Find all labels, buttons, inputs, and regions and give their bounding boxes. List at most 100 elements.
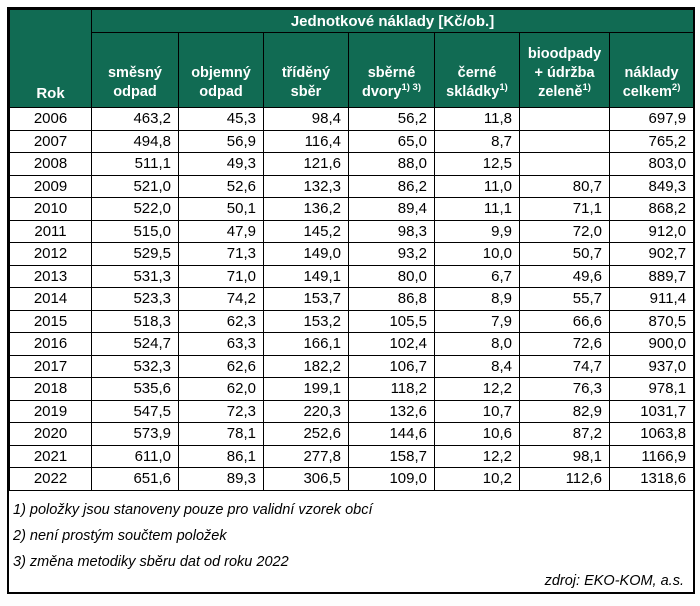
- value-cell: 72,6: [519, 332, 610, 356]
- value-cell: 56,2: [348, 107, 435, 131]
- value-cell: 535,6: [91, 377, 179, 401]
- value-cell: 10,6: [434, 422, 520, 446]
- value-cell: 8,9: [434, 287, 520, 311]
- value-cell: 697,9: [608, 107, 695, 131]
- value-cell: 521,0: [91, 174, 179, 198]
- value-cell: 6,7: [434, 264, 520, 288]
- value-cell: 515,0: [91, 219, 179, 243]
- value-cell: 76,3: [519, 377, 610, 401]
- value-cell: 10,2: [434, 467, 520, 491]
- value-cell: [519, 152, 610, 176]
- value-cell: 937,0: [608, 354, 695, 378]
- year-cell: 2012: [9, 242, 92, 266]
- value-cell: 849,3: [608, 174, 695, 198]
- value-cell: 80,7: [519, 174, 610, 198]
- table-row: 2011 515,0 47,9 145,2 98,3 9,9 72,0 912,0: [9, 219, 695, 243]
- column-header-row: směsný odpad objemný odpad tříděný sběr sbě…: [10, 32, 695, 108]
- value-cell: 89,4: [348, 197, 435, 221]
- footnote-2: 2) není prostým součtem položek: [13, 527, 227, 544]
- value-cell: 494,8: [91, 129, 179, 153]
- value-cell: 121,6: [263, 152, 349, 176]
- footnote-ref: 1) 3): [401, 82, 422, 94]
- value-cell: 82,9: [519, 399, 610, 423]
- column-header: směsný odpad: [91, 32, 179, 108]
- value-cell: 911,4: [608, 287, 695, 311]
- value-cell: 306,5: [263, 467, 349, 491]
- year-column-header: Rok: [9, 9, 92, 108]
- source-credit: zdroj: EKO-KOM, a.s.: [544, 572, 684, 589]
- value-cell: 62,3: [178, 309, 264, 333]
- unit-costs-table: Rok Jednotkové náklady [Kč/ob.] směsný o…: [9, 9, 695, 491]
- year-cell: 2009: [9, 174, 92, 198]
- year-cell: 2010: [9, 197, 92, 221]
- value-cell: 55,7: [519, 287, 610, 311]
- value-cell: 11,0: [434, 174, 520, 198]
- value-cell: 523,3: [91, 287, 179, 311]
- table-header: Rok Jednotkové náklady [Kč/ob.] směsný o…: [9, 9, 695, 108]
- value-cell: 511,1: [91, 152, 179, 176]
- value-cell: 93,2: [348, 242, 435, 266]
- value-cell: 9,9: [434, 219, 520, 243]
- year-cell: 2015: [9, 309, 92, 333]
- value-cell: 12,2: [434, 377, 520, 401]
- value-cell: 182,2: [263, 354, 349, 378]
- value-cell: 12,2: [434, 444, 520, 468]
- value-cell: 870,5: [608, 309, 695, 333]
- year-cell: 2019: [9, 399, 92, 423]
- value-cell: 1063,8: [608, 422, 695, 446]
- value-cell: 71,3: [178, 242, 264, 266]
- value-cell: 72,3: [178, 399, 264, 423]
- value-cell: 10,7: [434, 399, 520, 423]
- value-cell: 868,2: [608, 197, 695, 221]
- table-footer: 1) položky jsou stanoveny pouze pro vali…: [9, 491, 693, 592]
- value-cell: 11,1: [434, 197, 520, 221]
- value-cell: 149,1: [263, 264, 349, 288]
- table-row: 2017 532,3 62,6 182,2 106,7 8,4 74,7 937,0: [9, 354, 695, 378]
- value-cell: 50,1: [178, 197, 264, 221]
- value-cell: 145,2: [263, 219, 349, 243]
- value-cell: 8,4: [434, 354, 520, 378]
- value-cell: 518,3: [91, 309, 179, 333]
- table-row: 2006 463,2 45,3 98,4 56,2 11,8 697,9: [9, 107, 695, 131]
- table-title: Jednotkové náklady [Kč/ob.]: [90, 9, 695, 33]
- value-cell: 11,8: [434, 107, 520, 131]
- table-row: 2020 573,9 78,1 252,6 144,6 10,6 87,2 1063,8: [9, 422, 695, 446]
- value-cell: 118,2: [348, 377, 435, 401]
- value-cell: 56,9: [178, 129, 264, 153]
- footnote-ref: 1): [499, 82, 508, 94]
- value-cell: 252,6: [263, 422, 349, 446]
- value-cell: 529,5: [91, 242, 179, 266]
- table-row: 2019 547,5 72,3 220,3 132,6 10,7 82,9 1031,7: [9, 399, 695, 423]
- value-cell: 220,3: [263, 399, 349, 423]
- value-cell: 89,3: [178, 467, 264, 491]
- column-header: černé skládky1): [434, 32, 520, 108]
- value-cell: 158,7: [348, 444, 435, 468]
- table-body: 2006 463,2 45,3 98,4 56,2 11,8 697,9 2007 494,8 5…: [9, 107, 695, 491]
- title-row: Rok Jednotkové náklady [Kč/ob.]: [9, 9, 695, 108]
- value-cell: 98,3: [348, 219, 435, 243]
- footnote-3: 3) změna metodiky sběru dat od roku 2022: [13, 553, 289, 570]
- value-cell: 106,7: [348, 354, 435, 378]
- value-cell: 47,9: [178, 219, 264, 243]
- table-row: 2010 522,0 50,1 136,2 89,4 11,1 71,1 868,2: [9, 197, 695, 221]
- column-header: bioodpady + údržba zeleně1): [519, 32, 610, 108]
- value-cell: 112,6: [519, 467, 610, 491]
- value-cell: 132,3: [263, 174, 349, 198]
- value-cell: 45,3: [178, 107, 264, 131]
- table-row: 2022 651,6 89,3 306,5 109,0 10,2 112,6 1318,6: [9, 467, 695, 491]
- value-cell: 902,7: [608, 242, 695, 266]
- value-cell: 102,4: [348, 332, 435, 356]
- year-cell: 2007: [9, 129, 92, 153]
- value-cell: 63,3: [178, 332, 264, 356]
- year-cell: 2020: [9, 422, 92, 446]
- value-cell: 765,2: [608, 129, 695, 153]
- value-cell: 573,9: [91, 422, 179, 446]
- value-cell: 912,0: [608, 219, 695, 243]
- table-row: 2021 611,0 86,1 277,8 158,7 12,2 98,1 1166,9: [9, 444, 695, 468]
- value-cell: 86,2: [348, 174, 435, 198]
- year-cell: 2022: [9, 467, 92, 491]
- value-cell: 87,2: [519, 422, 610, 446]
- footnote-1: 1) položky jsou stanoveny pouze pro vali…: [13, 501, 373, 518]
- value-cell: 62,6: [178, 354, 264, 378]
- value-cell: 547,5: [91, 399, 179, 423]
